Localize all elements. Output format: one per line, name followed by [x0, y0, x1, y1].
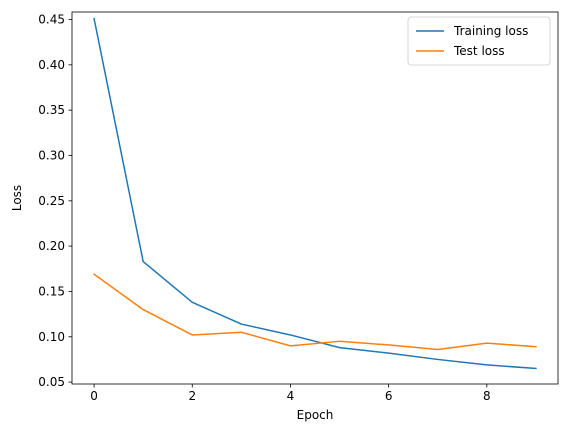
y-tick-label: 0.40 [38, 58, 65, 72]
plot-frame [71, 11, 559, 385]
legend-label: Test loss [453, 44, 505, 58]
y-tick-label: 0.45 [38, 13, 65, 27]
x-tick-label: 0 [90, 389, 98, 403]
y-tick-label: 0.20 [38, 239, 65, 253]
x-axis: 0 2 4 6 8 [90, 384, 491, 403]
series-layer [93, 17, 537, 370]
x-tick-label: 6 [385, 389, 393, 403]
y-tick-label: 0.35 [38, 103, 65, 117]
y-tick-label: 0.15 [38, 284, 65, 298]
y-tick-label: 0.05 [38, 375, 65, 389]
x-tick-label: 2 [188, 389, 196, 403]
y-axis: 0.05 0.10 0.15 0.20 0.25 0.30 0.35 0.40 0.45 [38, 13, 72, 389]
y-tick-label: 0.10 [38, 330, 65, 344]
x-axis-title: Epoch [297, 408, 334, 422]
y-tick-label: 0.25 [38, 194, 65, 208]
y-axis-title: Loss [10, 185, 24, 211]
series-line-training-loss [93, 17, 537, 370]
legend-box [407, 16, 551, 66]
x-tick-label: 4 [287, 389, 295, 403]
x-tick-label: 8 [483, 389, 491, 403]
y-tick-label: 0.30 [38, 148, 65, 162]
series-line-test-loss [93, 273, 537, 351]
legend-label: Training loss [453, 24, 528, 38]
legend: Training loss Test loss [407, 16, 551, 66]
